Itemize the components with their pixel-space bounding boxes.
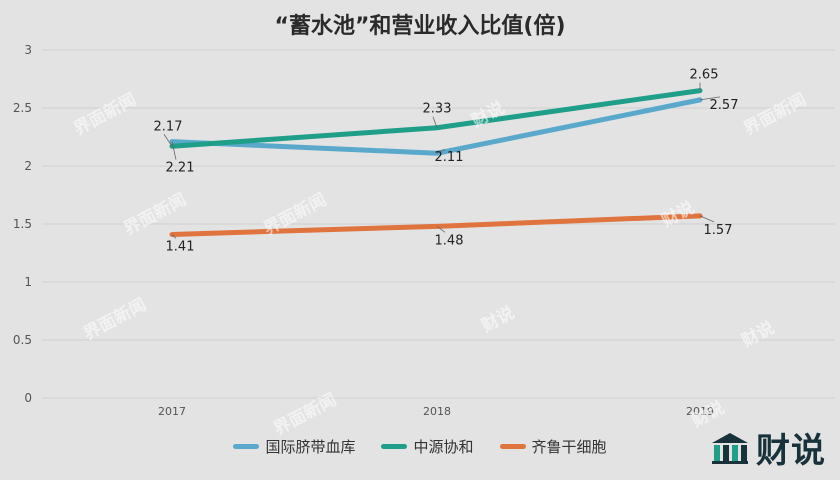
legend-item-series-2: 中源协和 — [381, 436, 474, 457]
building-columns-logo-icon — [712, 432, 748, 464]
series-line-3 — [169, 213, 703, 237]
legend-swatch-series-2 — [381, 444, 408, 449]
data-label-leader — [163, 134, 173, 147]
data-label-leader — [171, 141, 177, 160]
y-tick-label: 0 — [24, 391, 32, 405]
data-label: 2.11 — [435, 150, 464, 165]
data-label: 2.65 — [690, 68, 719, 83]
data-label-leader — [171, 234, 177, 239]
legend-label-series-2: 中源协和 — [413, 438, 474, 456]
data-label-leader — [699, 215, 715, 223]
chart-legend: 国际脐带血库 中源协和 齐鲁干细胞 — [0, 436, 840, 457]
legend-item-series-3: 齐鲁干细胞 — [499, 436, 607, 457]
data-label: 1.57 — [704, 223, 733, 238]
data-label-leader — [436, 148, 446, 154]
legend-label-series-1: 国际脐带血库 — [265, 438, 356, 456]
y-tick-label: 1.5 — [13, 217, 32, 231]
brand-text: 财说 — [756, 431, 826, 471]
y-tick-label: 2 — [24, 159, 32, 173]
x-tick-label: 2017 — [158, 405, 186, 418]
y-tick-label: 0.5 — [13, 333, 32, 347]
data-label: 1.48 — [435, 233, 464, 248]
data-label: 2.21 — [166, 161, 195, 176]
data-label: 2.17 — [154, 119, 183, 134]
data-label-leader — [436, 226, 446, 233]
legend-item-series-1: 国际脐带血库 — [233, 436, 355, 457]
y-tick-label: 1 — [24, 275, 32, 289]
legend-swatch-series-3 — [499, 444, 526, 449]
brand-logo: 财说 — [710, 423, 826, 472]
x-tick-label: 2019 — [686, 405, 714, 418]
x-tick-label: 2018 — [423, 405, 451, 418]
data-label-leader — [432, 116, 438, 128]
legend-swatch-series-1 — [233, 444, 260, 449]
legend-label-series-3: 齐鲁干细胞 — [531, 438, 607, 456]
y-tick-label: 2.5 — [13, 101, 32, 115]
data-label: 2.57 — [710, 98, 739, 113]
data-label: 2.33 — [423, 102, 452, 117]
data-label-leader — [699, 96, 721, 101]
data-label: 1.41 — [166, 239, 195, 254]
chart-title: “蓄水池”和营业收入比值(倍) — [274, 14, 566, 39]
y-tick-label: 3 — [24, 43, 32, 57]
